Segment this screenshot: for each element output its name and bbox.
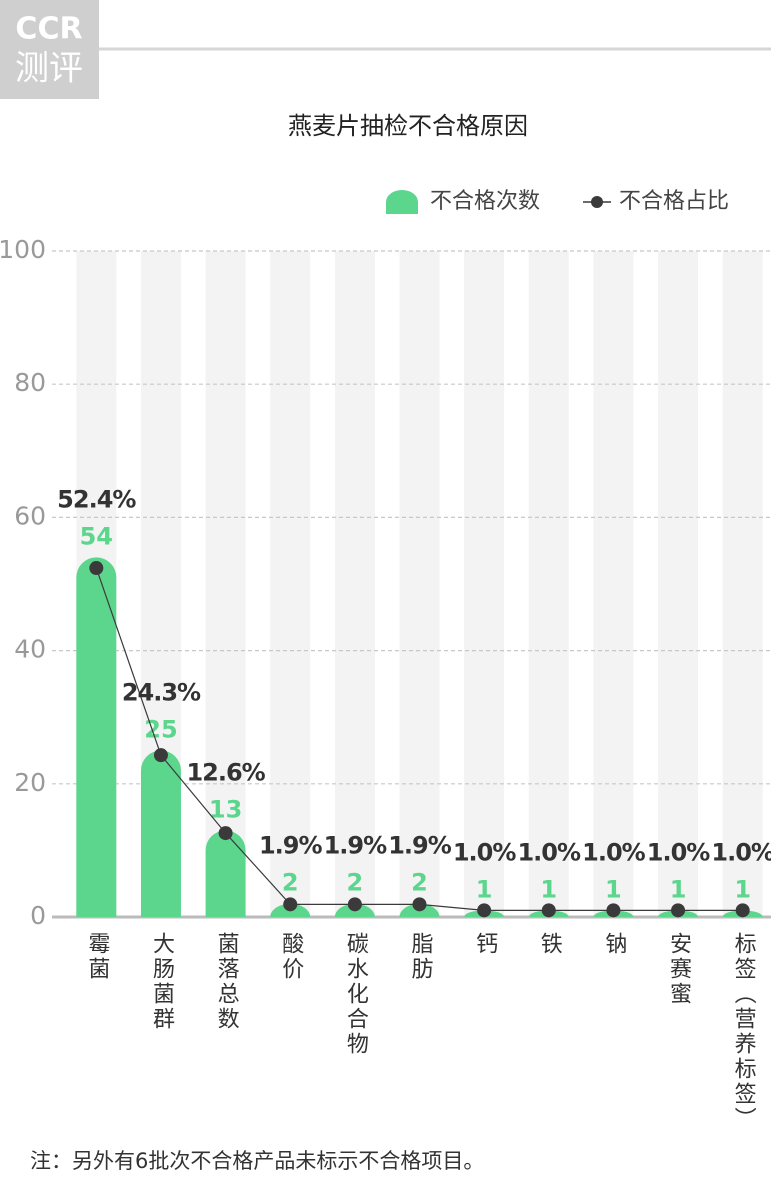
column-stripe [528, 251, 569, 917]
logo-text: CCR [15, 12, 82, 47]
bar-label: 1 [540, 875, 557, 903]
y-tick-label: 80 [14, 368, 46, 397]
bar-label: 2 [411, 869, 428, 897]
line-point [671, 903, 686, 918]
column-stripe [270, 251, 311, 917]
line-point [412, 897, 427, 912]
x-tick-label: 安赛蜜 [666, 932, 692, 1007]
legend-label: 不合格次数 [430, 189, 540, 214]
x-tick-label: 酸价 [278, 932, 304, 982]
line-point [606, 903, 621, 918]
legend-swatch [591, 196, 603, 208]
x-tick-label: 钙 [472, 932, 498, 957]
chart-title: 燕麦片抽检不合格原因 [288, 112, 528, 140]
column-stripe [399, 251, 440, 917]
line-point [541, 903, 556, 918]
y-tick-label: 100 [0, 235, 46, 264]
bar-label: 1 [605, 875, 622, 903]
column-stripe [722, 251, 763, 917]
x-tick-label: 霉菌 [84, 932, 109, 982]
y-tick-label: 60 [14, 501, 46, 530]
column-stripe [658, 251, 699, 917]
bar [76, 557, 117, 917]
logo-box [0, 0, 99, 99]
y-tick-label: 20 [14, 768, 46, 797]
x-tick-label: 标签（营养标签） [731, 932, 757, 1132]
bar-label: 25 [144, 716, 177, 744]
logo-text: 测评 [15, 49, 83, 89]
bar [205, 830, 246, 917]
line-point [218, 826, 233, 841]
line-label: 1.9% [259, 832, 323, 860]
column-stripe [593, 251, 634, 917]
column-stripe [205, 251, 246, 917]
legend-swatch [386, 190, 418, 214]
line-label: 1.0% [647, 838, 711, 866]
x-tick-label: 脂肪 [408, 932, 434, 982]
line-label: 1.0% [517, 838, 581, 866]
line-point [89, 561, 104, 576]
y-tick-label: 0 [30, 901, 46, 930]
line-label: 12.6% [186, 758, 265, 786]
x-tick-label: 钠 [601, 932, 627, 957]
x-tick-label: 铁 [537, 932, 563, 957]
column-stripe [464, 251, 505, 917]
line-label: 1.0% [453, 838, 517, 866]
x-tick-label: 菌落总数 [214, 932, 240, 1032]
line-point [347, 897, 362, 912]
line-label: 52.4% [57, 485, 136, 513]
line-label: 24.3% [122, 679, 201, 707]
line-point [283, 897, 298, 912]
note: 注：另外有6批次不合格产品未标示不合格项目。 [30, 1149, 484, 1173]
y-tick-label: 40 [14, 635, 46, 664]
line-point [735, 903, 750, 918]
line-label: 1.9% [388, 832, 452, 860]
column-stripe [334, 251, 375, 917]
line-point [477, 903, 492, 918]
bar-label: 54 [80, 522, 113, 550]
bar-label: 2 [347, 869, 364, 897]
bar-label: 1 [476, 875, 493, 903]
x-tick-label: 碳水化合物 [343, 932, 369, 1057]
x-tick-label: 大肠菌群 [149, 932, 175, 1032]
line-label: 1.0% [711, 838, 771, 866]
bar-label: 1 [734, 875, 751, 903]
bar [140, 750, 181, 917]
bar-label: 2 [282, 869, 299, 897]
line-label: 1.9% [324, 832, 388, 860]
legend-label: 不合格占比 [619, 189, 729, 214]
bar-label: 1 [670, 875, 687, 903]
line-point [153, 748, 168, 763]
line-label: 1.0% [582, 838, 646, 866]
